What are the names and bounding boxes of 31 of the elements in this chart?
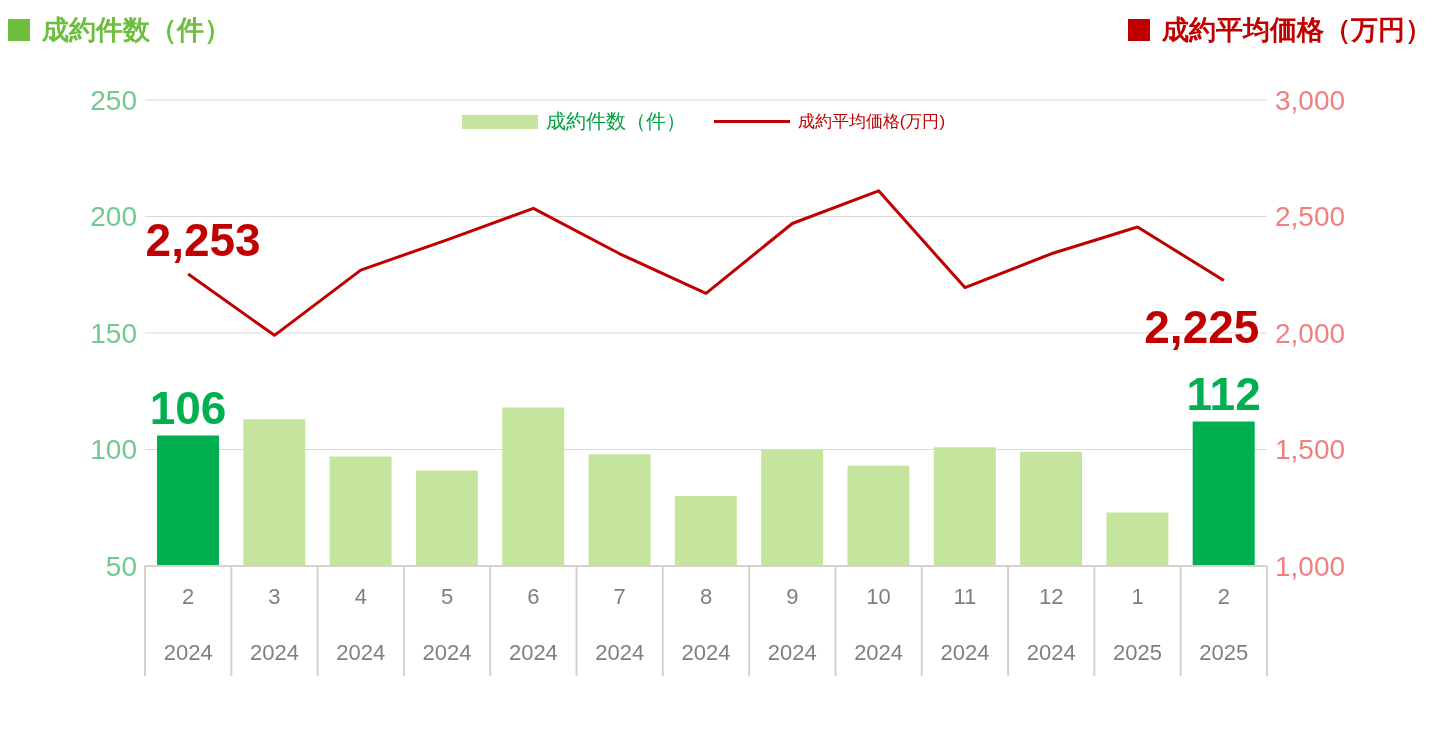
category-label: 3 2024	[249, 584, 299, 665]
category-label: 9 2024	[767, 584, 817, 665]
category-label: 7 2024	[595, 584, 645, 665]
y-axis-title: 成約件数（件）	[42, 14, 231, 47]
category-label: 6 2024	[508, 584, 558, 665]
data-label: 112	[1186, 367, 1261, 420]
category-label: 11 2024	[940, 584, 990, 665]
legend-label: 成約平均価格(万円)	[797, 111, 946, 133]
data-label: 106	[149, 381, 227, 434]
y2-tick-label: 2,500	[1275, 201, 1346, 233]
y2-tick-label: 1,000	[1275, 550, 1346, 582]
y-tick-label: 200	[90, 201, 137, 233]
y-tick-label: 100	[90, 434, 137, 466]
category-label: 10 2024	[854, 584, 904, 665]
data-label: 2,225	[1144, 300, 1260, 353]
category-label: 4 2024	[336, 584, 386, 665]
category-label: 5 2024	[422, 584, 472, 665]
y2-axis-title: 成約平均価格（万円）	[1162, 14, 1432, 47]
y2-tick-label: 3,000	[1275, 84, 1346, 116]
y-tick-label: 50	[105, 550, 137, 582]
legend-label: 成約件数（件）	[545, 109, 686, 134]
y-tick-label: 250	[90, 84, 137, 116]
y2-tick-label: 2,000	[1275, 317, 1346, 349]
y2-tick-label: 1,500	[1275, 434, 1346, 466]
category-label: 2 2024	[163, 584, 213, 665]
y-tick-label: 150	[90, 317, 137, 349]
category-label: 2 2025	[1199, 584, 1249, 665]
category-label: 8 2024	[681, 584, 731, 665]
data-label: 2,253	[145, 214, 261, 267]
category-label: 12 2024	[1026, 584, 1076, 665]
category-label: 1 2025	[1113, 584, 1163, 665]
